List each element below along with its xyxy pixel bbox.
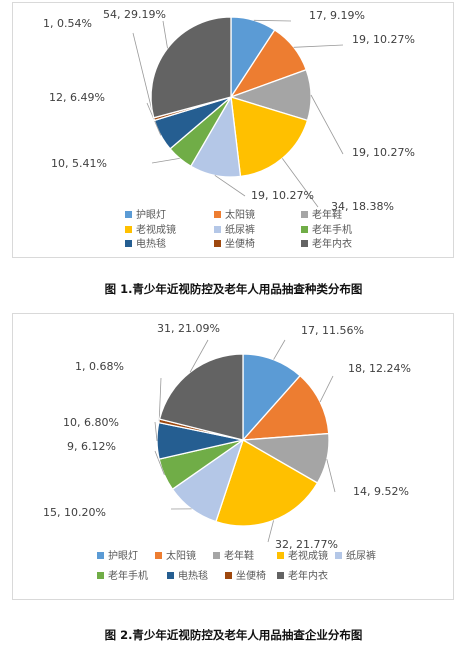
chart-2-panel: 17, 11.56% 18, 12.24% 14, 9.52% 32, 21.77% 1… <box>12 313 454 600</box>
chart-1-data-label-2: 19, 10.27% <box>352 146 415 159</box>
chart-2-svg: 17, 11.56% 18, 12.24% 14, 9.52% 32, 21.77% 1… <box>43 322 411 582</box>
chart-1-leader-0 <box>253 19 292 22</box>
chart-2-data-label-8: 31, 21.09% <box>157 322 220 335</box>
chart-2-data-label-5: 9, 6.12% <box>67 440 116 453</box>
chart-1-slice-3 <box>230 96 309 178</box>
chart-2-legend-entry-0: 护眼灯 <box>108 549 138 562</box>
chart-1-legend-swatch-1 <box>214 211 221 218</box>
chart-1-data-label-6: 12, 6.49% <box>49 91 105 104</box>
chart-2-legend-entry-3: 老视成镜 <box>288 549 328 562</box>
chart-2-legend-swatch-2 <box>213 552 220 559</box>
chart-1-legend-swatch-2 <box>301 211 308 218</box>
chart-2-data-label-0: 17, 11.56% <box>301 324 364 337</box>
chart-1-data-label-7: 1, 0.54% <box>43 17 92 30</box>
chart-2-data-label-2: 14, 9.52% <box>353 485 409 498</box>
chart-2-leader-6 <box>154 421 158 441</box>
chart-1-legend-swatch-5 <box>301 226 308 233</box>
chart-2-data-label-4: 15, 10.20% <box>43 506 106 519</box>
chart-1-data-label-5: 10, 5.41% <box>51 157 107 170</box>
chart-2-legend-swatch-0 <box>97 552 104 559</box>
chart-1-data-label-4: 19, 10.27% <box>251 189 314 202</box>
chart-2-leader-2 <box>326 459 336 493</box>
chart-1-data-label-1: 19, 10.27% <box>352 33 415 46</box>
chart-1-legend-swatch-3 <box>125 226 132 233</box>
chart-2-legend-swatch-5 <box>97 572 104 579</box>
chart-1-data-label-3: 34, 18.38% <box>331 200 394 213</box>
chart-1-leader-8 <box>162 20 168 49</box>
chart-1-legend-entry-3: 老视成镜 <box>136 223 176 236</box>
chart-2-slice-1 <box>241 374 330 441</box>
chart-1-legend-entry-6: 电热毯 <box>136 237 166 250</box>
chart-1-legend-entry-7: 坐便椅 <box>225 237 255 250</box>
chart-2-legend-swatch-1 <box>155 552 162 559</box>
chart-1-leader-1 <box>293 44 344 48</box>
chart-2-legend-swatch-8 <box>277 572 284 579</box>
chart-1-caption: 图 1.青少年近视防控及老年人用品抽查种类分布图 <box>104 282 363 296</box>
chart-2-leader-3 <box>267 520 274 543</box>
chart-2-leader-5 <box>154 450 165 475</box>
chart-2-legend-swatch-3 <box>277 552 284 559</box>
chart-2-legend-entry-8: 老年内衣 <box>288 569 328 582</box>
chart-1-legend-entry-2: 老年鞋 <box>312 208 342 221</box>
chart-1-leader-2 <box>310 94 344 155</box>
chart-2-slice-0 <box>242 353 302 442</box>
chart-1-leader-3 <box>281 158 319 208</box>
chart-2-legend-swatch-6 <box>167 572 174 579</box>
chart-2-legend-swatch-4 <box>335 552 342 559</box>
chart-1-legend-swatch-8 <box>301 240 308 247</box>
chart-1-panel: 17, 9.19% 19, 10.27% 19, 10.27% 34, 18.38% 1… <box>12 2 454 258</box>
chart-1-leader-5 <box>151 158 180 164</box>
chart-2-data-label-6: 10, 6.80% <box>63 416 119 429</box>
chart-2-legend-entry-7: 坐便椅 <box>236 569 266 582</box>
chart-2-legend-entry-4: 纸尿裤 <box>346 549 376 562</box>
chart-2-leader-8 <box>189 339 209 373</box>
chart-1-leader-7 <box>132 32 155 120</box>
chart-1-svg: 17, 9.19% 19, 10.27% 19, 10.27% 34, 18.38% 1… <box>43 8 415 250</box>
chart-2-data-label-1: 18, 12.24% <box>348 362 411 375</box>
chart-2-data-label-7: 1, 0.68% <box>75 360 124 373</box>
chart-1-legend-swatch-7 <box>214 240 221 247</box>
chart-2-legend-entry-5: 老年手机 <box>108 569 148 582</box>
chart-1-legend-swatch-0 <box>125 211 132 218</box>
chart-2-legend-entry-1: 太阳镜 <box>166 549 196 562</box>
chart-1-legend-entry-5: 老年手机 <box>312 223 352 236</box>
chart-2-legend-entry-2: 老年鞋 <box>224 549 254 562</box>
chart-1-leader-4 <box>214 174 246 197</box>
chart-1-data-label-0: 17, 9.19% <box>309 9 365 22</box>
chart-2-legend-entry-6: 电热毯 <box>178 569 208 582</box>
chart-1-slice-8 <box>150 16 232 119</box>
chart-1-legend-entry-8: 老年内衣 <box>312 237 352 250</box>
chart-1-legend-entry-0: 护眼灯 <box>136 208 166 221</box>
chart-2-legend-swatch-7 <box>225 572 232 579</box>
chart-1-legend-entry-4: 纸尿裤 <box>225 223 255 236</box>
chart-2-slice-3 <box>215 439 319 527</box>
chart-2-data-label-3: 32, 21.77% <box>275 538 338 551</box>
chart-2-leader-7 <box>158 377 162 421</box>
chart-2-leader-0 <box>273 339 286 360</box>
chart-2-slice-8 <box>158 353 244 441</box>
chart-1-legend-swatch-4 <box>214 226 221 233</box>
chart-1-data-label-8: 54, 29.19% <box>103 8 166 21</box>
chart-1-legend-swatch-6 <box>125 240 132 247</box>
chart-2-caption: 图 2.青少年近视防控及老年人用品抽查企业分布图 <box>104 628 363 642</box>
chart-2-leader-1 <box>319 375 334 403</box>
chart-1-legend-entry-1: 太阳镜 <box>225 208 255 221</box>
